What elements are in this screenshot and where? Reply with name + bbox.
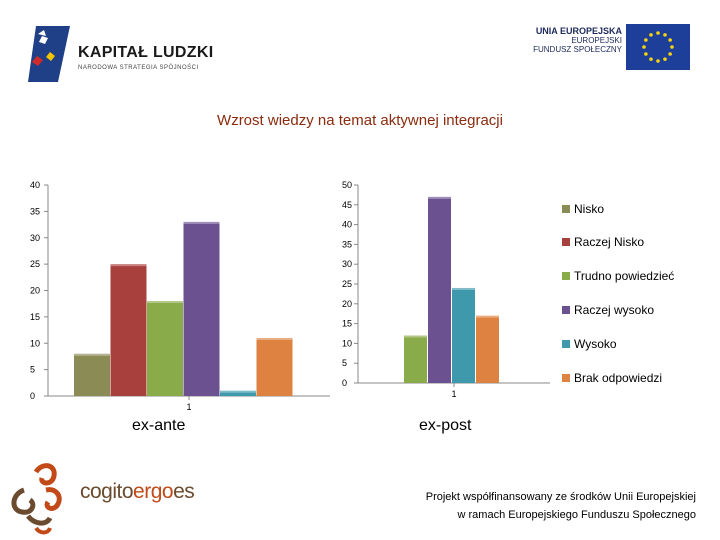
exante-y-tick-label: 20 xyxy=(30,286,40,296)
expost-y-tick-label: 50 xyxy=(342,180,352,190)
legend-label: Raczej Nisko xyxy=(574,235,644,249)
legend-label: Raczej wysoko xyxy=(574,303,654,317)
expost-y-tick-label: 10 xyxy=(342,338,352,348)
expost-y-tick-label: 40 xyxy=(342,220,352,230)
expost-y-tick-label: 5 xyxy=(342,358,347,368)
legend-swatch xyxy=(562,340,570,348)
exante-x-tick-label: 1 xyxy=(186,402,191,412)
exante-bar-highlight xyxy=(110,264,147,267)
expost-y-tick-label: 0 xyxy=(342,378,347,388)
exante-y-tick-label: 5 xyxy=(30,365,35,375)
cogitoergoes-wordmark: cogitoergoes xyxy=(80,480,195,504)
legend-swatch xyxy=(562,272,570,280)
expost-bar-wysoko xyxy=(452,287,475,383)
eu-star xyxy=(644,52,648,56)
kapital-ludzki-logo xyxy=(28,26,70,82)
expost-bar-highlight xyxy=(452,287,475,290)
funding-line2: w ramach Europejskiego Funduszu Społeczn… xyxy=(457,509,696,521)
eu-text-block: UNIA EUROPEJSKA EUROPEJSKI FUNDUSZ SPOŁE… xyxy=(518,26,622,54)
expost-bar-highlight xyxy=(476,315,499,318)
exante-bar-highlight xyxy=(74,353,110,356)
chart-title: Wzrost wiedzy na temat aktywnej integrac… xyxy=(217,112,503,129)
exante-y-tick-label: 15 xyxy=(30,312,40,322)
expost-y-tick-label: 20 xyxy=(342,299,352,309)
eu-star xyxy=(656,31,660,35)
expost-y-tick-label: 35 xyxy=(342,239,352,249)
eu-star xyxy=(663,57,667,61)
exante-y-tick-label: 40 xyxy=(30,180,40,190)
eu-star xyxy=(668,52,672,56)
legend-label: Brak odpowiedzi xyxy=(574,371,662,385)
funding-line1: Projekt współfinansowany ze środków Unii… xyxy=(425,491,696,503)
eu-title: UNIA EUROPEJSKA xyxy=(535,26,622,36)
funding-note: Projekt współfinansowany ze środków Unii… xyxy=(362,488,696,524)
eu-star xyxy=(644,38,648,42)
exante-y-tick-label: 0 xyxy=(30,391,35,401)
eu-star xyxy=(670,45,674,49)
expost-y-tick-label: 15 xyxy=(342,319,352,329)
exante-y-tick-label: 35 xyxy=(30,206,40,216)
exante-bar-highlight xyxy=(220,390,256,393)
eu-flag-icon xyxy=(626,24,690,70)
eu-star xyxy=(668,38,672,42)
legend-label: Nisko xyxy=(574,202,604,216)
expost-bar-highlight xyxy=(404,335,427,338)
expost-bar-brak-odpowiedzi xyxy=(476,315,499,383)
cogitoergoes-logo-icon xyxy=(11,463,62,535)
category-label-ex-post: ex-post xyxy=(419,417,472,434)
expost-y-tick-label: 25 xyxy=(342,279,352,289)
brand-part-ergo: ergo xyxy=(133,480,174,503)
legend-label: Wysoko xyxy=(574,337,617,351)
exante-bar-highlight xyxy=(256,337,293,340)
exante-y-tick-label: 25 xyxy=(30,259,40,269)
exante-y-tick-label: 30 xyxy=(30,233,40,243)
exante-bar-raczej-wysoko xyxy=(183,221,220,396)
legend-swatch xyxy=(562,306,570,314)
expost-x-tick-label: 1 xyxy=(451,389,456,399)
exante-bar-highlight xyxy=(147,301,183,304)
category-label-ex-ante: ex-ante xyxy=(132,417,186,434)
legend-swatch xyxy=(562,205,570,213)
expost-bar-trudno-powiedzie- xyxy=(404,335,427,383)
legend-swatch xyxy=(562,238,570,246)
exante-bar-wysoko xyxy=(220,390,256,396)
expost-bar-highlight xyxy=(428,196,451,199)
exante-bar-nisko xyxy=(74,353,110,396)
eu-star xyxy=(663,33,667,37)
kapital-ludzki-title: KAPITAŁ LUDZKI xyxy=(78,44,214,61)
eu-star xyxy=(649,57,653,61)
expost-bar-raczej-wysoko xyxy=(428,196,451,383)
eu-star xyxy=(656,59,660,63)
exante-bar-raczej-nisko xyxy=(110,264,147,396)
brand-part-es: es xyxy=(173,480,195,503)
brand-part-cogito: cogito xyxy=(80,480,134,503)
exante-bar-trudno-powiedzie- xyxy=(147,301,183,396)
eu-star xyxy=(642,45,646,49)
eu-line1: EUROPEJSKI xyxy=(571,36,622,45)
legend-label: Trudno powiedzieć xyxy=(574,269,674,283)
kapital-ludzki-subtitle: NARODOWA STRATEGIA SPÓJNOŚCI xyxy=(78,65,199,71)
expost-y-tick-label: 45 xyxy=(342,200,352,210)
exante-y-tick-label: 10 xyxy=(30,338,40,348)
legend-swatch xyxy=(562,374,570,382)
exante-bar-highlight xyxy=(183,221,220,224)
eu-star xyxy=(649,33,653,37)
expost-y-tick-label: 30 xyxy=(342,259,352,269)
eu-line2: FUNDUSZ SPOŁECZNY xyxy=(533,45,622,54)
exante-bar-brak-odpowiedzi xyxy=(256,337,293,396)
